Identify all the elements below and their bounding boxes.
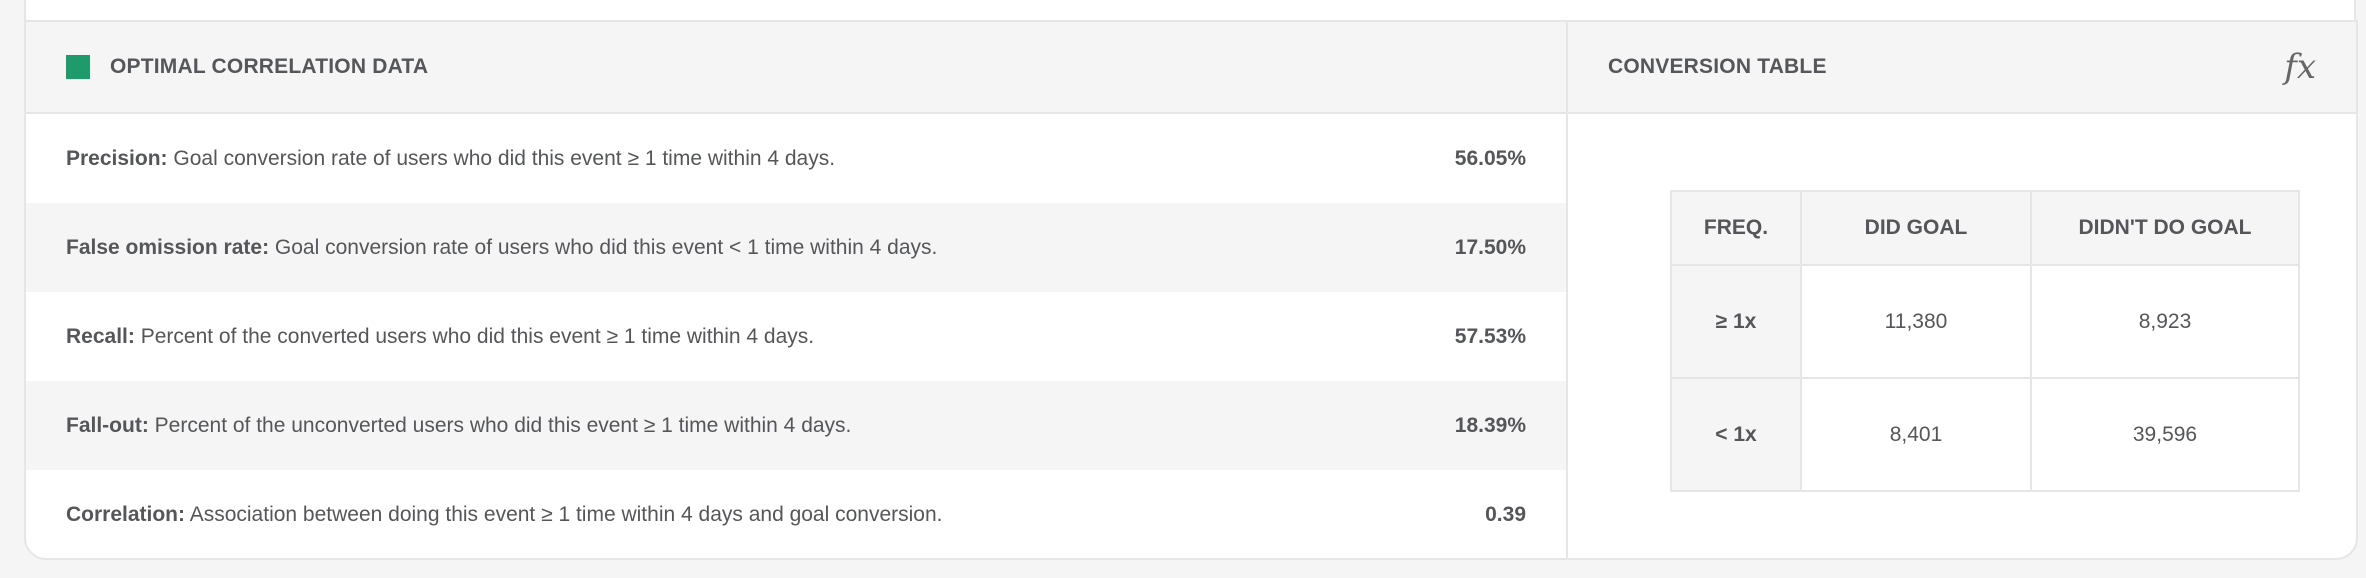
didnt-do-goal-cell: 39,596 <box>2030 377 2300 492</box>
column-header: DID GOAL <box>1800 190 2032 266</box>
green-square-icon <box>66 55 90 79</box>
correlation-card: OPTIMAL CORRELATION DATA Precision: Goal… <box>24 20 2358 560</box>
metric-row-recall: Recall: Percent of the converted users w… <box>26 292 1566 381</box>
metric-value: 57.53% <box>1454 324 1526 348</box>
metric-value: 56.05% <box>1454 146 1526 170</box>
metric-value: 0.39 <box>1485 502 1526 526</box>
conversion-table-panel: CONVERSION TABLE fx FREQ. DID GOAL DIDN'… <box>1568 22 2356 558</box>
panel-title: OPTIMAL CORRELATION DATA <box>110 55 429 78</box>
metric-description: Goal conversion rate of users who did th… <box>274 235 938 259</box>
panel-header: OPTIMAL CORRELATION DATA <box>26 22 1566 114</box>
did-goal-cell: 11,380 <box>1800 264 2032 379</box>
metric-description: Percent of the converted users who did t… <box>140 324 815 348</box>
metric-row-fall-out: Fall-out: Percent of the unconverted use… <box>26 381 1566 470</box>
metric-label: Precision: <box>66 146 168 170</box>
table-row: ≥ 1x 11,380 8,923 <box>1670 264 2300 379</box>
freq-cell: < 1x <box>1670 377 1802 492</box>
metric-description: Percent of the unconverted users who did… <box>154 413 852 437</box>
metric-row-correlation: Correlation: Association between doing t… <box>26 470 1566 558</box>
column-header: FREQ. <box>1670 190 1802 266</box>
formula-icon[interactable]: fx <box>2284 47 2316 87</box>
table-header-row: FREQ. DID GOAL DIDN'T DO GOAL <box>1670 190 2300 266</box>
optimal-correlation-panel: OPTIMAL CORRELATION DATA Precision: Goal… <box>26 22 1568 558</box>
metric-row-false-omission-rate: False omission rate: Goal conversion rat… <box>26 203 1566 292</box>
metric-description: Association between doing this event ≥ 1… <box>189 502 943 526</box>
metric-label: Correlation: <box>66 502 186 526</box>
did-goal-cell: 8,401 <box>1800 377 2032 492</box>
metric-description: Goal conversion rate of users who did th… <box>173 146 836 170</box>
metric-label: False omission rate: <box>66 235 270 259</box>
conversion-table: FREQ. DID GOAL DIDN'T DO GOAL ≥ 1x 11,38… <box>1670 190 2300 492</box>
table-row: < 1x 8,401 39,596 <box>1670 377 2300 492</box>
metric-value: 18.39% <box>1454 413 1526 437</box>
metric-label: Fall-out: <box>66 413 149 437</box>
metric-row-precision: Precision: Goal conversion rate of users… <box>26 114 1566 203</box>
panel-header: CONVERSION TABLE fx <box>1568 22 2356 114</box>
metric-label: Recall: <box>66 324 135 348</box>
card-top-strip <box>24 0 2356 20</box>
column-header: DIDN'T DO GOAL <box>2030 190 2300 266</box>
metric-value: 17.50% <box>1454 235 1526 259</box>
freq-cell: ≥ 1x <box>1670 264 1802 379</box>
panel-title: CONVERSION TABLE <box>1608 55 1827 78</box>
didnt-do-goal-cell: 8,923 <box>2030 264 2300 379</box>
